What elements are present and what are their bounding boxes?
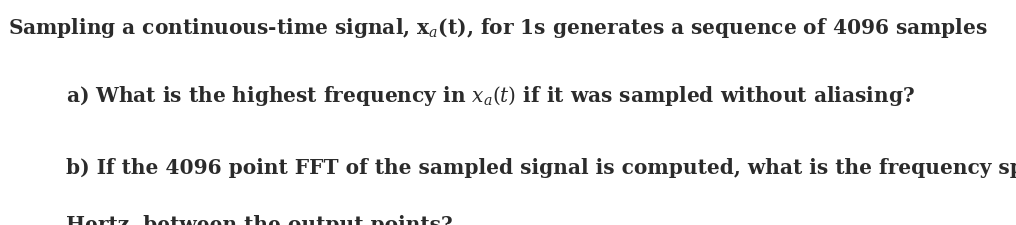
Text: Hertz, between the output points?: Hertz, between the output points? <box>66 214 453 225</box>
Text: Sampling a continuous-time signal, x$_{a}$(t), for 1s generates a sequence of 40: Sampling a continuous-time signal, x$_{a… <box>8 16 988 40</box>
Text: b) If the 4096 point FFT of the sampled signal is computed, what is the frequenc: b) If the 4096 point FFT of the sampled … <box>66 158 1016 177</box>
Text: a) What is the highest frequency in $x_{a}(t)$ if it was sampled without aliasin: a) What is the highest frequency in $x_{… <box>66 83 915 107</box>
